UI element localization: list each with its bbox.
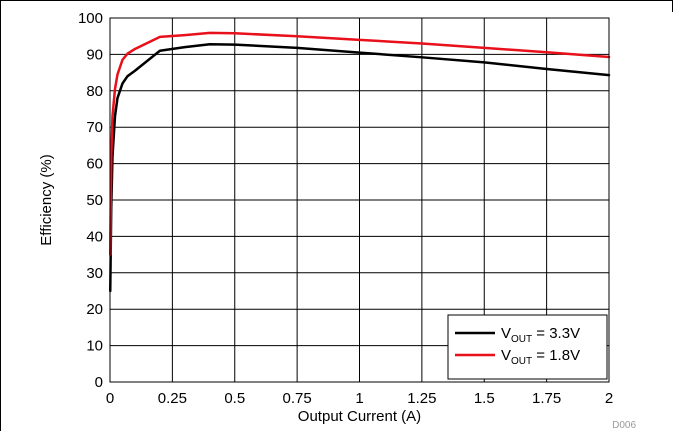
x-tick-label: 1.5 [474, 390, 495, 407]
x-tick-label: 1.25 [407, 390, 436, 407]
x-axis-label: Output Current (A) [298, 408, 421, 425]
x-tick-label: 1.75 [532, 390, 561, 407]
x-tick-label: 1 [355, 390, 363, 407]
x-tick-label: 0.75 [283, 390, 312, 407]
y-tick-label: 0 [95, 374, 103, 391]
plot-area-border [109, 17, 610, 383]
series-layer [109, 31, 611, 293]
y-tick-labels: 0 10 20 30 40 50 60 70 80 90 100 [78, 10, 103, 391]
legend-box [447, 314, 608, 380]
y-tick-label: 90 [86, 46, 103, 63]
legend-label-1: VOUT = 3.3V [501, 325, 580, 345]
x-tick-label: 0 [106, 390, 114, 407]
y-tick-label: 40 [86, 228, 103, 245]
series-line-1 [109, 42, 611, 293]
y-tick-label: 20 [86, 301, 103, 318]
series-line-2 [109, 31, 611, 256]
y-tick-label: 60 [86, 156, 103, 173]
figure-code: D006 [612, 420, 636, 431]
x-tick-label: 0.5 [224, 390, 245, 407]
y-tick-label: 80 [86, 83, 103, 100]
legend-label-2: VOUT = 1.8V [501, 347, 580, 367]
y-tick-label: 50 [86, 192, 103, 209]
plot-grid [110, 18, 609, 382]
x-tick-label: 0.25 [158, 390, 187, 407]
y-axis-label: Efficiency (%) [38, 154, 55, 245]
x-tick-labels: 0 0.25 0.5 0.75 1 1.25 1.5 1.75 2 [106, 390, 613, 407]
y-tick-label: 10 [86, 338, 103, 355]
y-tick-label: 30 [86, 265, 103, 282]
x-tick-label: 2 [605, 390, 613, 407]
y-tick-label: 70 [86, 119, 103, 136]
y-tick-label: 100 [78, 10, 103, 27]
